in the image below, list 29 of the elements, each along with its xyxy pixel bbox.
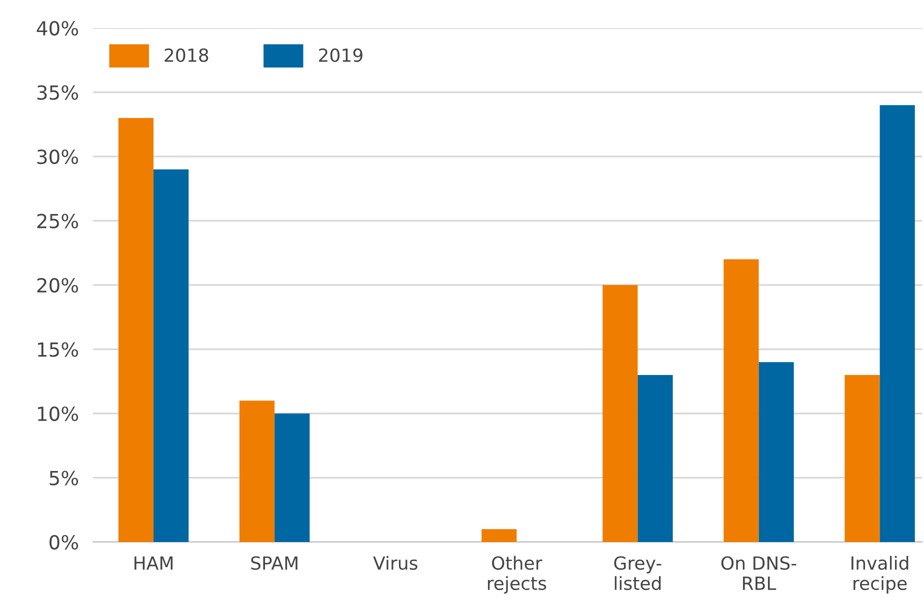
y-tick-label: 35% — [37, 85, 78, 100]
y-tick-label: 0% — [50, 534, 78, 550]
x-tick-label: On DNS- RBL — [721, 556, 796, 590]
legend-label: 2019 — [319, 48, 362, 62]
x-tick-label: SPAM — [251, 556, 298, 570]
bar — [880, 105, 915, 542]
x-tick-label: Grey- listed — [614, 556, 662, 590]
x-tick-label: Invalid recipe — [852, 556, 908, 594]
bar — [844, 374, 880, 542]
bar — [602, 285, 638, 542]
bar — [758, 362, 794, 542]
bar — [274, 414, 310, 542]
bar — [154, 169, 189, 542]
bar — [724, 259, 759, 542]
y-tick-label: 10% — [38, 406, 78, 422]
bar — [239, 400, 275, 542]
x-tick-label: Virus — [373, 556, 418, 570]
x-tick-label: Other rejects — [488, 556, 546, 594]
bar — [118, 118, 154, 542]
y-tick-label: 20% — [37, 278, 78, 293]
y-tick-label: 25% — [37, 214, 78, 228]
y-tick-label: 30% — [37, 149, 78, 164]
x-tick-label: HAM — [134, 556, 173, 570]
y-tick-label: 5% — [50, 470, 78, 486]
bar — [638, 374, 673, 542]
y-tick-label: 15% — [38, 342, 78, 357]
bar — [482, 529, 517, 542]
legend-label: 2018 — [164, 48, 208, 62]
y-tick-label: 40% — [36, 20, 78, 36]
